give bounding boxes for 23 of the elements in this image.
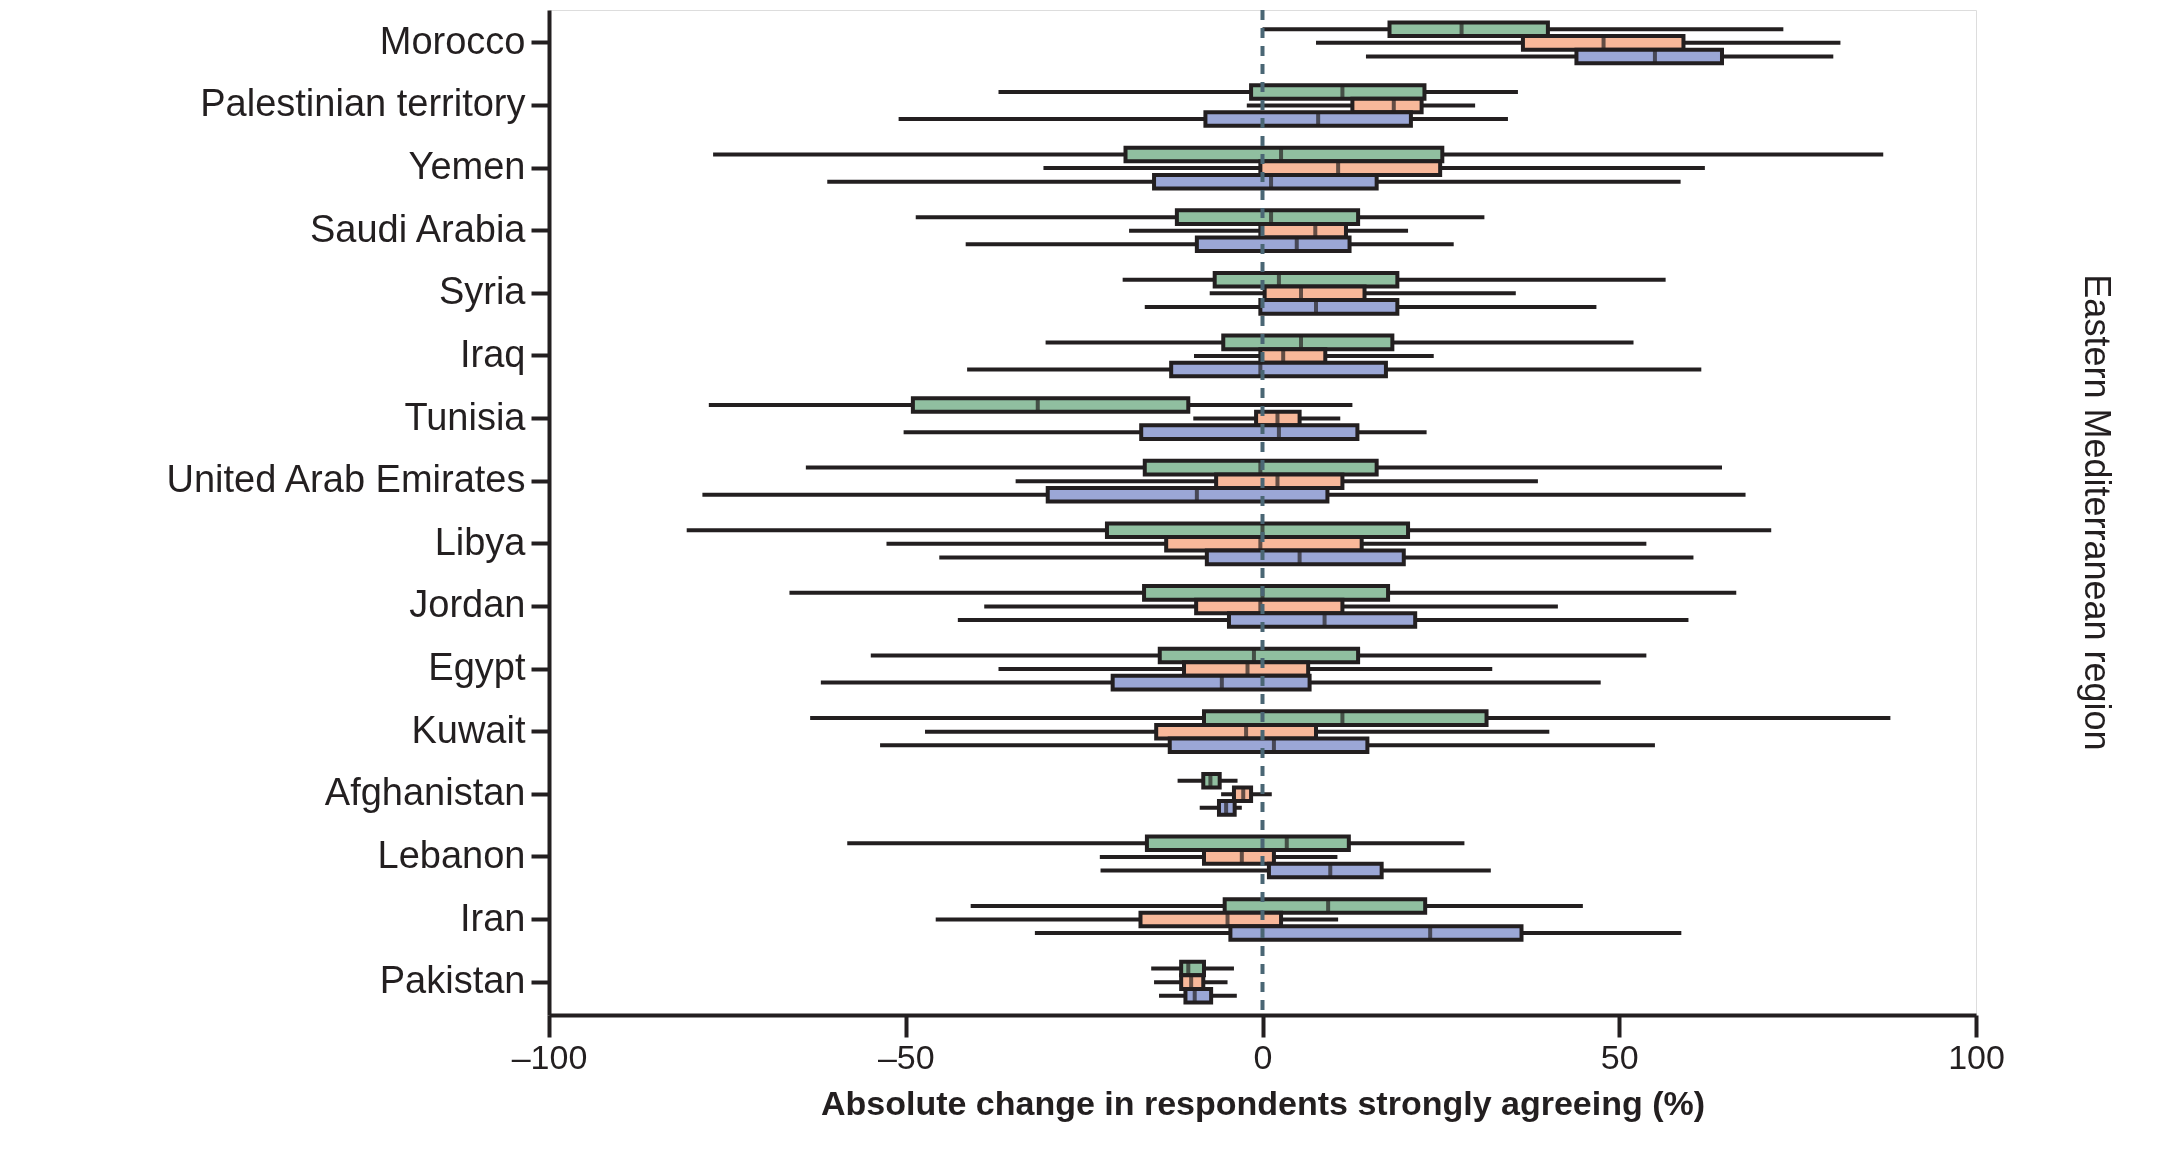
y-tick-label: United Arab Emirates — [166, 458, 526, 501]
y-tick-label: Syria — [438, 270, 527, 313]
y-tick-label: Yemen — [408, 145, 526, 188]
y-tick-label: Tunisia — [404, 395, 527, 438]
y-tick-label: Jordan — [409, 583, 526, 626]
x-tick-label: 100 — [1948, 1037, 2005, 1076]
text: Eastern Mediterranean region — [2077, 274, 2118, 751]
x-tick-label: –50 — [877, 1037, 935, 1076]
x-tick-label: 50 — [1600, 1037, 1639, 1076]
y-tick-label: Palestinian territory — [200, 82, 526, 125]
x-tick-label: –100 — [511, 1037, 588, 1076]
y-tick-label: Saudi Arabia — [310, 207, 527, 250]
y-tick-label: Kuwait — [411, 708, 526, 751]
y-tick-label: Lebanon — [377, 833, 526, 876]
y-tick-label: Iraq — [460, 332, 526, 375]
x-axis-title: Absolute change in respondents strongly agreeing (%) — [820, 1083, 1706, 1122]
y-tick-label: Iran — [460, 896, 526, 939]
x-tick-label: 0 — [1253, 1037, 1273, 1076]
y-tick-label: Morocco — [379, 19, 526, 62]
y-tick-label: Libya — [434, 520, 527, 563]
y-tick-label: Afghanistan — [324, 771, 526, 814]
y-tick-label: Pakistan — [379, 959, 526, 1002]
y-tick-label: Egypt — [428, 646, 526, 689]
